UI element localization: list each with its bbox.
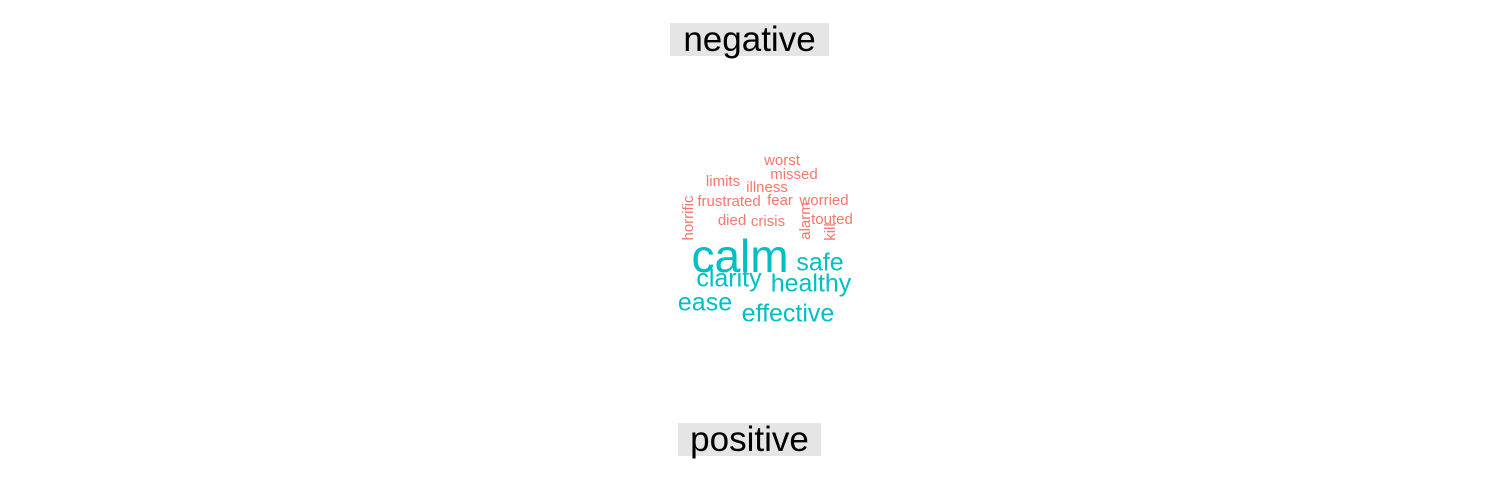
positive-group-label: positive — [678, 422, 821, 457]
word-died: died — [718, 212, 746, 229]
word-limits: limits — [706, 173, 740, 190]
word-missed: missed — [770, 166, 818, 183]
word-clarity: clarity — [696, 265, 762, 293]
word-alarm: alarm — [797, 202, 814, 240]
word-kill: kill — [822, 223, 839, 241]
word-touted: touted — [811, 211, 853, 228]
word-safe: safe — [796, 249, 843, 277]
word-fear: fear — [767, 192, 793, 209]
word-worried: worried — [798, 192, 848, 209]
word-calm: calm — [691, 230, 788, 282]
word-frustrated: frustrated — [697, 193, 760, 210]
word-ease: ease — [678, 289, 732, 317]
negative-group-label: negative — [670, 22, 829, 57]
word-horrific: horrific — [680, 195, 697, 241]
word-crisis: crisis — [751, 213, 785, 230]
word-effective: effective — [742, 300, 835, 328]
word-worst: worst — [763, 152, 801, 169]
word-illness: illness — [746, 179, 788, 196]
word-healthy: healthy — [771, 270, 852, 298]
